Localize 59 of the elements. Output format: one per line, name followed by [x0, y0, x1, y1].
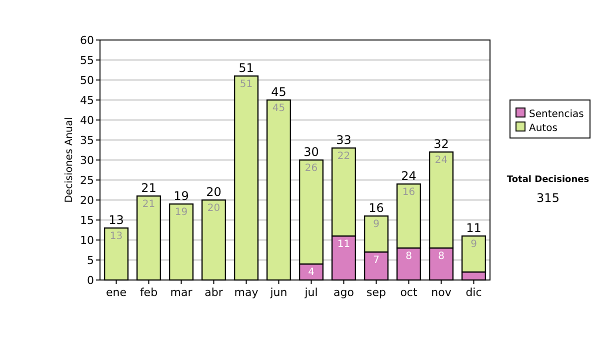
total-label: 11 — [466, 221, 482, 235]
data-label: 19 — [174, 207, 188, 218]
data-label: 24 — [434, 155, 448, 166]
x-tick-label: abr — [204, 286, 224, 299]
x-tick-label: jul — [304, 286, 318, 299]
y-tick-label: 60 — [80, 34, 94, 47]
total-label: 16 — [368, 201, 384, 215]
data-label: 21 — [142, 199, 156, 210]
total-label: 13 — [108, 213, 124, 227]
data-label: 9 — [470, 239, 477, 250]
total-label: 30 — [304, 145, 319, 159]
x-tick-label: dic — [466, 286, 482, 299]
total-label: 19 — [174, 189, 189, 203]
x-tick-label: nov — [431, 286, 452, 299]
y-tick-label: 40 — [80, 114, 94, 127]
y-tick-label: 15 — [80, 214, 94, 227]
text: Total Decisiones — [506, 175, 590, 185]
data-label: 8 — [438, 251, 444, 262]
total-label: 33 — [336, 133, 352, 147]
x-tick-label: may — [234, 286, 259, 299]
data-label: 22 — [337, 151, 350, 162]
y-tick-label: 25 — [80, 174, 94, 187]
data-label: 13 — [110, 231, 123, 242]
text: 315 — [536, 191, 560, 205]
total-label: 21 — [141, 181, 156, 195]
y-tick-label: 20 — [80, 194, 94, 207]
y-tick-label: 50 — [80, 74, 94, 87]
total-label: 24 — [401, 169, 416, 183]
data-label: 16 — [402, 187, 416, 198]
total-label: 45 — [271, 85, 286, 99]
x-tick-label: jun — [269, 286, 288, 299]
data-label: 4 — [308, 267, 314, 278]
x-tick-label: sep — [366, 286, 386, 299]
x-tick-label: oct — [400, 286, 418, 299]
x-tick-label: ene — [106, 286, 127, 299]
data-label: 9 — [373, 219, 380, 230]
data-label: 51 — [240, 79, 253, 90]
y-tick-label: 45 — [80, 94, 94, 107]
data-label: 7 — [373, 255, 380, 266]
x-tick-label: feb — [140, 286, 158, 299]
data-label: 11 — [337, 239, 350, 250]
data-label: 20 — [207, 203, 220, 214]
x-tick-label: ago — [334, 286, 354, 299]
y-tick-label: 5 — [87, 254, 94, 267]
data-label: 8 — [406, 251, 412, 262]
x-tick-label: mar — [170, 286, 193, 299]
legend-label: Sentencias — [529, 109, 584, 120]
total-label: 20 — [206, 185, 222, 199]
total-label: 32 — [434, 137, 449, 151]
total-label: 51 — [238, 61, 254, 75]
data-label: 45 — [272, 103, 286, 114]
y-axis-title: Decisiones Anual — [64, 117, 75, 203]
y-tick-label: 0 — [87, 274, 94, 287]
y-tick-label: 55 — [80, 54, 94, 67]
y-tick-label: 10 — [80, 234, 94, 247]
y-tick-label: 30 — [80, 154, 94, 167]
data-label: 26 — [304, 163, 318, 174]
y-tick-label: 35 — [80, 134, 94, 147]
legend-label: Autos — [529, 123, 558, 134]
